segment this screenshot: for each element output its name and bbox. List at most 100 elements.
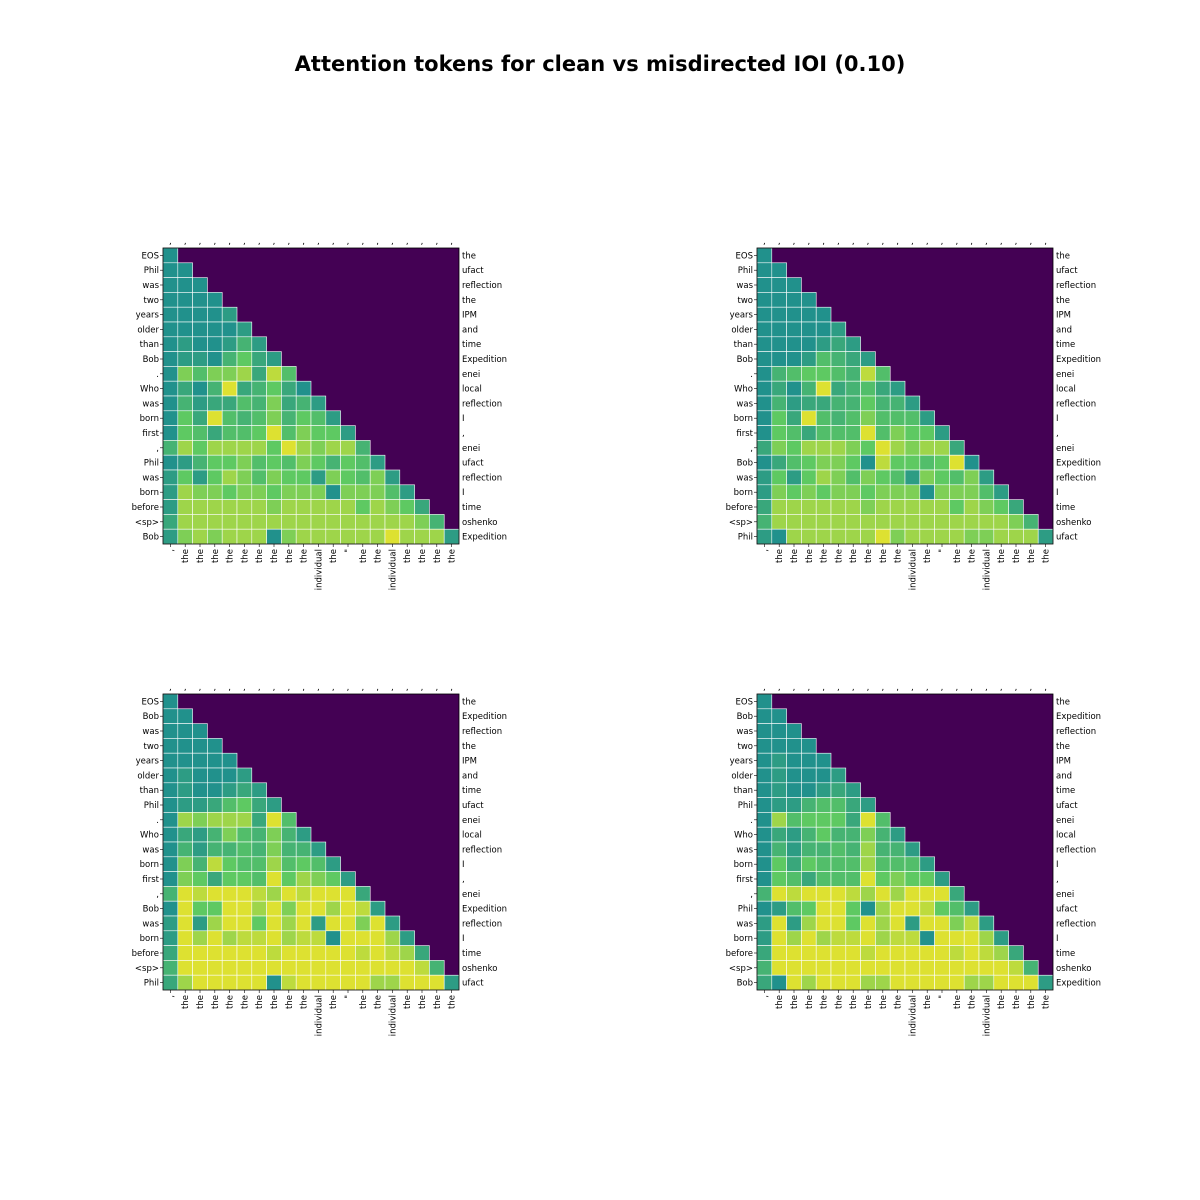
y-tick-label: Phil xyxy=(144,801,159,811)
heatmap-cell xyxy=(845,856,861,872)
heatmap-cell xyxy=(266,514,282,530)
heatmap-cell xyxy=(889,886,906,902)
heatmap-cell xyxy=(978,915,995,932)
heatmap-cell xyxy=(756,856,773,872)
heatmap-cell xyxy=(221,915,238,932)
x-top-label: , xyxy=(896,683,899,693)
x-tick-label: the xyxy=(997,995,1007,1009)
heatmap-cell xyxy=(429,528,445,545)
y-tick-label: Who xyxy=(140,831,159,841)
heatmap-cell xyxy=(771,440,787,456)
heatmap-cell xyxy=(443,974,460,991)
heatmap-cell xyxy=(934,514,950,530)
heatmap-cell xyxy=(756,812,773,828)
heatmap-cell xyxy=(251,871,267,887)
heatmap-cell xyxy=(236,528,253,545)
heatmap-cell xyxy=(266,915,282,932)
heatmap-cell xyxy=(221,380,238,397)
x-top-label: , xyxy=(941,237,944,247)
heatmap-cell xyxy=(815,826,832,843)
heatmap-cell xyxy=(207,469,223,486)
heatmap-cell xyxy=(399,528,415,545)
heatmap-cell xyxy=(830,797,847,813)
heatmap-cell xyxy=(295,871,312,887)
heatmap-cell xyxy=(801,366,817,382)
heatmap-cell xyxy=(236,425,253,441)
heatmap-cell xyxy=(236,886,253,902)
x-top-label: , xyxy=(317,237,320,247)
x-top-label: , xyxy=(332,683,335,693)
heatmap-cell xyxy=(236,915,253,932)
heatmap-cell xyxy=(875,366,891,382)
heatmap-cell xyxy=(192,484,208,500)
x-top-label: , xyxy=(376,683,379,693)
y-tick-label: born xyxy=(140,860,159,870)
heatmap-cell xyxy=(771,499,787,515)
heatmap-cell xyxy=(281,514,297,530)
heatmap-cell xyxy=(281,871,297,887)
heatmap-cell xyxy=(771,410,787,426)
heatmap-cell xyxy=(771,767,787,784)
y-tick-label: Phil xyxy=(144,459,159,469)
heatmap-cell xyxy=(236,440,253,456)
y-tick-label: Bob xyxy=(737,355,753,365)
heatmap-cell xyxy=(192,930,208,946)
heatmap-cell xyxy=(177,856,193,872)
heatmap-cell xyxy=(192,528,208,545)
heatmap-cell xyxy=(236,514,253,530)
heatmap-cell xyxy=(369,469,386,486)
heatmap-cell xyxy=(266,826,282,843)
heatmap-cell xyxy=(889,454,906,471)
heatmap-cell xyxy=(355,484,371,500)
heatmap-cell xyxy=(756,306,773,323)
heatmap-cell xyxy=(801,841,817,858)
heatmap-cell xyxy=(236,797,253,813)
heatmap-cell xyxy=(325,945,341,961)
y-right-label: enei xyxy=(462,890,480,900)
heatmap-cell xyxy=(919,454,935,471)
heatmap-cell xyxy=(978,930,995,946)
y-right-label: time xyxy=(1056,786,1075,796)
heatmap-cell xyxy=(266,528,282,545)
heatmap-cell xyxy=(207,782,223,798)
heatmap-cell xyxy=(266,410,282,426)
heatmap-cell xyxy=(177,469,193,486)
heatmap-cell xyxy=(384,945,401,961)
heatmap-cell xyxy=(281,469,297,486)
heatmap-cell xyxy=(963,960,980,976)
heatmap-cell xyxy=(207,292,223,308)
x-tick-label: the xyxy=(879,549,889,563)
x-top-label: , xyxy=(926,683,929,693)
heatmap-cell xyxy=(207,945,223,961)
heatmap-cell xyxy=(860,826,876,843)
heatmap-cell xyxy=(266,395,282,412)
heatmap-cell xyxy=(251,960,267,976)
heatmap-cell xyxy=(310,871,327,887)
x-tick-label: , xyxy=(166,995,176,998)
y-tick-label: Phil xyxy=(738,905,753,915)
x-tick-label: the xyxy=(359,995,369,1009)
heatmap-cell xyxy=(963,469,980,486)
heatmap-cell xyxy=(889,528,906,545)
heatmap-cell xyxy=(949,915,965,932)
heatmap-cell xyxy=(251,380,267,397)
x-top-label: , xyxy=(1015,237,1018,247)
heatmap-cell xyxy=(771,930,787,946)
x-tick-label: " xyxy=(938,549,948,553)
heatmap-cell xyxy=(815,440,832,456)
heatmap-cell xyxy=(295,930,312,946)
heatmap-cell xyxy=(281,380,297,397)
heatmap-cell xyxy=(815,900,832,917)
heatmap-cell xyxy=(251,856,267,872)
heatmap-cell xyxy=(236,767,253,784)
x-top-label: , xyxy=(421,237,424,247)
heatmap-cell xyxy=(919,886,935,902)
heatmap-cell xyxy=(207,856,223,872)
heatmap-cell xyxy=(207,410,223,426)
y-right-label: reflection xyxy=(462,281,502,291)
heatmap-cell xyxy=(162,380,179,397)
heatmap-cell xyxy=(340,900,356,917)
y-tick-label: first xyxy=(736,875,753,885)
heatmap-cell xyxy=(815,395,832,412)
x-tick-label: " xyxy=(938,995,948,999)
